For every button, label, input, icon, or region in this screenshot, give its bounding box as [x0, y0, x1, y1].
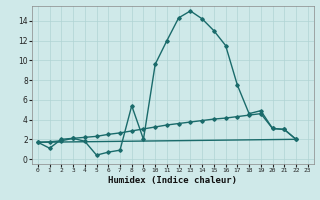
X-axis label: Humidex (Indice chaleur): Humidex (Indice chaleur): [108, 176, 237, 185]
